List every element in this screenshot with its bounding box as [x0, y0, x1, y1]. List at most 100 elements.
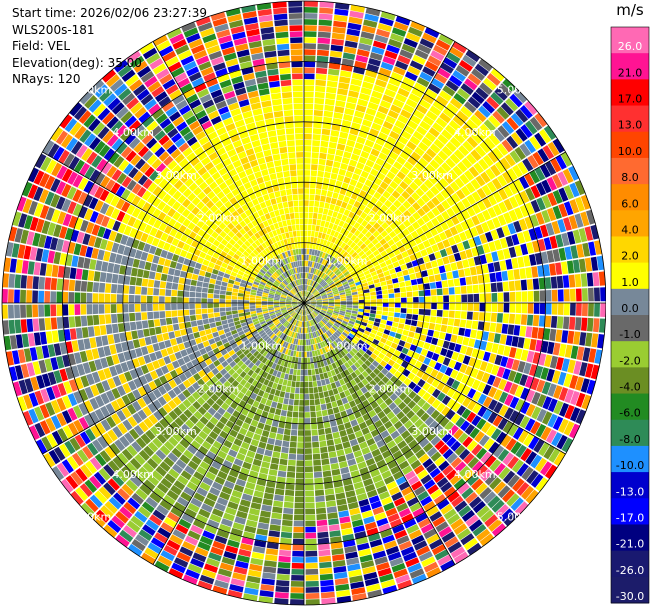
- velocity-gate: [332, 340, 339, 347]
- velocity-gate: [291, 575, 304, 581]
- velocity-gate: [369, 128, 380, 137]
- velocity-gate: [459, 250, 468, 260]
- velocity-gate: [304, 418, 311, 424]
- velocity-gate: [147, 295, 153, 303]
- velocity-gate: [258, 403, 265, 411]
- velocity-gate: [403, 377, 412, 386]
- velocity-gate: [445, 185, 455, 196]
- velocity-gate: [422, 322, 430, 329]
- velocity-gate: [395, 297, 401, 303]
- velocity-gate: [506, 117, 519, 131]
- velocity-gate: [497, 249, 505, 261]
- velocity-gate: [561, 358, 570, 372]
- velocity-gate: [398, 323, 405, 329]
- velocity-gate: [382, 289, 388, 295]
- velocity-gate: [372, 163, 382, 172]
- velocity-gate: [338, 326, 345, 332]
- velocity-gate: [325, 323, 331, 329]
- velocity-gate: [111, 273, 119, 284]
- velocity-gate: [333, 323, 340, 328]
- velocity-gate: [446, 377, 455, 387]
- velocity-gate: [407, 215, 416, 224]
- velocity-gate: [330, 273, 336, 279]
- velocity-gate: [519, 105, 533, 119]
- velocity-gate: [402, 200, 412, 210]
- velocity-gate: [371, 122, 382, 131]
- velocity-gate: [507, 474, 520, 488]
- velocity-gate: [347, 165, 356, 173]
- velocity-gate: [307, 308, 312, 313]
- velocity-gate: [304, 152, 311, 158]
- velocity-gate: [389, 331, 396, 338]
- velocity-gate: [401, 190, 411, 200]
- velocity-gate: [557, 219, 567, 233]
- velocity-gate: [304, 303, 310, 306]
- velocity-gate: [311, 146, 320, 153]
- velocity-gate: [336, 329, 342, 336]
- velocity-gate: [304, 412, 310, 418]
- velocity-gate: [541, 209, 551, 223]
- velocity-gate: [448, 424, 459, 436]
- velocity-gate: [346, 265, 353, 271]
- velocity-gate: [381, 221, 389, 230]
- velocity-gate: [587, 317, 594, 332]
- velocity-gate: [62, 304, 69, 316]
- velocity-gate: [349, 341, 356, 348]
- velocity-gate: [486, 425, 497, 437]
- velocity-gate: [406, 497, 419, 507]
- velocity-gate: [365, 375, 373, 383]
- velocity-gate: [312, 255, 317, 262]
- velocity-gate: [436, 381, 446, 391]
- velocity-gate: [330, 316, 337, 321]
- velocity-gate: [171, 310, 178, 317]
- velocity-gate: [369, 313, 376, 318]
- velocity-gate: [304, 369, 308, 376]
- velocity-gate: [509, 410, 520, 423]
- velocity-gate: [478, 158, 489, 171]
- velocity-gate: [446, 271, 453, 280]
- velocity-gate: [475, 447, 488, 460]
- velocity-gate: [312, 289, 317, 295]
- velocity-gate: [304, 442, 312, 448]
- velocity-gate: [486, 219, 496, 231]
- velocity-gate: [398, 374, 407, 383]
- velocity-gate: [409, 60, 424, 71]
- velocity-gate: [322, 266, 327, 273]
- velocity-gate: [498, 83, 512, 97]
- velocity-gate: [429, 316, 437, 323]
- velocity-gate: [329, 50, 343, 58]
- velocity-gate: [465, 182, 476, 194]
- velocity-gate: [354, 369, 361, 376]
- velocity-gate: [385, 226, 393, 234]
- velocity-gate: [352, 300, 359, 303]
- velocity-gate: [257, 522, 269, 530]
- velocity-gate: [319, 567, 333, 575]
- velocity-gate: [296, 460, 304, 467]
- velocity-gate: [559, 402, 569, 417]
- velocity-gate: [322, 318, 328, 324]
- velocity-gate: [423, 501, 436, 512]
- velocity-gate: [434, 323, 442, 332]
- velocity-gate: [467, 474, 480, 486]
- velocity-gate: [268, 530, 280, 538]
- velocity-gate: [280, 410, 287, 417]
- velocity-gate: [334, 301, 341, 303]
- velocity-gate: [315, 188, 322, 195]
- velocity-gate: [435, 39, 451, 51]
- velocity-gate: [313, 290, 318, 295]
- velocity-gate: [552, 174, 563, 189]
- velocity-gate: [319, 279, 325, 285]
- velocity-gate: [44, 317, 52, 331]
- velocity-gate: [380, 415, 390, 425]
- velocity-gate: [382, 94, 394, 104]
- velocity-gate: [521, 466, 534, 481]
- velocity-gate: [45, 331, 53, 344]
- velocity-gate: [285, 483, 295, 490]
- velocity-gate: [392, 66, 406, 76]
- velocity-gate: [275, 586, 290, 593]
- velocity-gate: [359, 243, 367, 250]
- velocity-gate: [397, 87, 410, 98]
- velocity-gate: [110, 294, 117, 303]
- velocity-gate: [329, 420, 337, 427]
- velocity-gate: [457, 88, 470, 100]
